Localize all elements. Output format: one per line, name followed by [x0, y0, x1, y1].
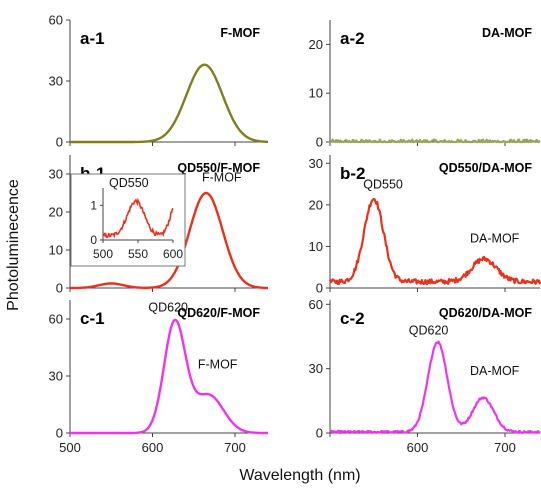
panels-layer: 03060a-1F-MOF01020a-2DA-MOF0102030b-1QD5… — [49, 13, 541, 455]
y-tick-label: 30 — [309, 361, 323, 376]
inset-x-tick-label: 550 — [128, 247, 148, 261]
panel-title: F-MOF — [220, 26, 260, 40]
annotation-label: DA-MOF — [470, 364, 520, 378]
panel-label: c-2 — [340, 309, 365, 328]
x-tick-label: 700 — [494, 440, 516, 455]
y-tick-label: 0 — [56, 426, 63, 441]
annotation-label: DA-MOF — [470, 231, 520, 245]
series-line-a-1 — [69, 63, 269, 144]
panel-label: a-2 — [340, 29, 365, 48]
y-tick-label: 10 — [309, 86, 323, 101]
y-tick-label: 30 — [49, 74, 63, 89]
y-tick-label: 30 — [309, 156, 323, 171]
panel-label: b-2 — [340, 164, 366, 183]
x-tick-label: 600 — [142, 440, 164, 455]
y-tick-label: 0 — [316, 135, 323, 150]
x-tick-label: 500 — [59, 440, 81, 455]
series-line-b-1 — [69, 191, 269, 290]
x-tick-label: 600 — [407, 440, 429, 455]
y-tick-label: 0 — [316, 281, 323, 296]
inset-title: QD550 — [109, 176, 149, 190]
y-tick-label: 60 — [49, 312, 63, 327]
y-tick-label: 60 — [309, 297, 323, 312]
x-tick-label: 700 — [224, 440, 246, 455]
y-tick-label: 20 — [309, 37, 323, 52]
annotation-label: F-MOF — [198, 357, 238, 371]
y-tick-label: 30 — [49, 369, 63, 384]
inset-x-tick-label: 500 — [93, 247, 113, 261]
annotation-label: F-MOF — [202, 171, 242, 185]
x-axis-title: Wavelength (nm) — [239, 467, 360, 484]
panel-a-1: 0 30 60 a-1 F-MOF — [49, 13, 269, 150]
inset-series-line — [102, 197, 174, 239]
y-tick-label: 60 — [49, 13, 63, 28]
y-tick-label: 0 — [56, 281, 63, 296]
inset-y-tick-label: 1 — [90, 198, 97, 212]
inset-frame — [70, 173, 186, 267]
panel-c-2: 0 30 60 600 700 c-2 QD620/DA-MOF QD620 DA-MOF — [309, 297, 541, 455]
panel-label: c-1 — [80, 309, 105, 328]
y-axis-title: Photoluminecence — [5, 179, 22, 311]
panel-a-2: 0 10 20 a-2 DA-MOF — [309, 20, 541, 150]
annotation-label: QD550 — [363, 177, 403, 191]
annotation-label: QD620 — [148, 300, 188, 314]
inset-b-1: 0 1 500 550 600 QD550 — [70, 173, 186, 267]
series-line-c-2 — [329, 340, 541, 435]
y-tick-label: 0 — [56, 135, 63, 150]
y-tick-label: 10 — [309, 239, 323, 254]
inset-x-tick-label: 600 — [163, 247, 183, 261]
panel-b-1: 0102030b-1QD550/F-MOFF-MOF01500550600QD5… — [49, 155, 269, 296]
y-tick-label: 20 — [309, 197, 323, 212]
panel-title: QD550/F-MOF — [177, 161, 260, 175]
series-line-a-2 — [329, 138, 541, 144]
y-tick-label: 20 — [49, 205, 63, 220]
series-line-c-1 — [69, 318, 269, 435]
y-tick-label: 0 — [316, 426, 323, 441]
panel-title: QD620/DA-MOF — [439, 306, 532, 320]
series-line-b-2 — [328, 197, 541, 286]
panel-title: QD620/F-MOF — [177, 306, 260, 320]
panel-label: a-1 — [80, 29, 105, 48]
annotation-label: QD620 — [409, 323, 449, 337]
y-tick-label: 30 — [49, 167, 63, 182]
panel-title: DA-MOF — [482, 26, 532, 40]
panel-b-2: 0 10 20 30 b-2 QD550/DA-MOF QD550 DA-MOF — [309, 155, 541, 296]
panel-title: QD550/DA-MOF — [439, 161, 532, 175]
y-tick-label: 10 — [49, 243, 63, 258]
inset-y-tick-label: 0 — [90, 233, 97, 247]
